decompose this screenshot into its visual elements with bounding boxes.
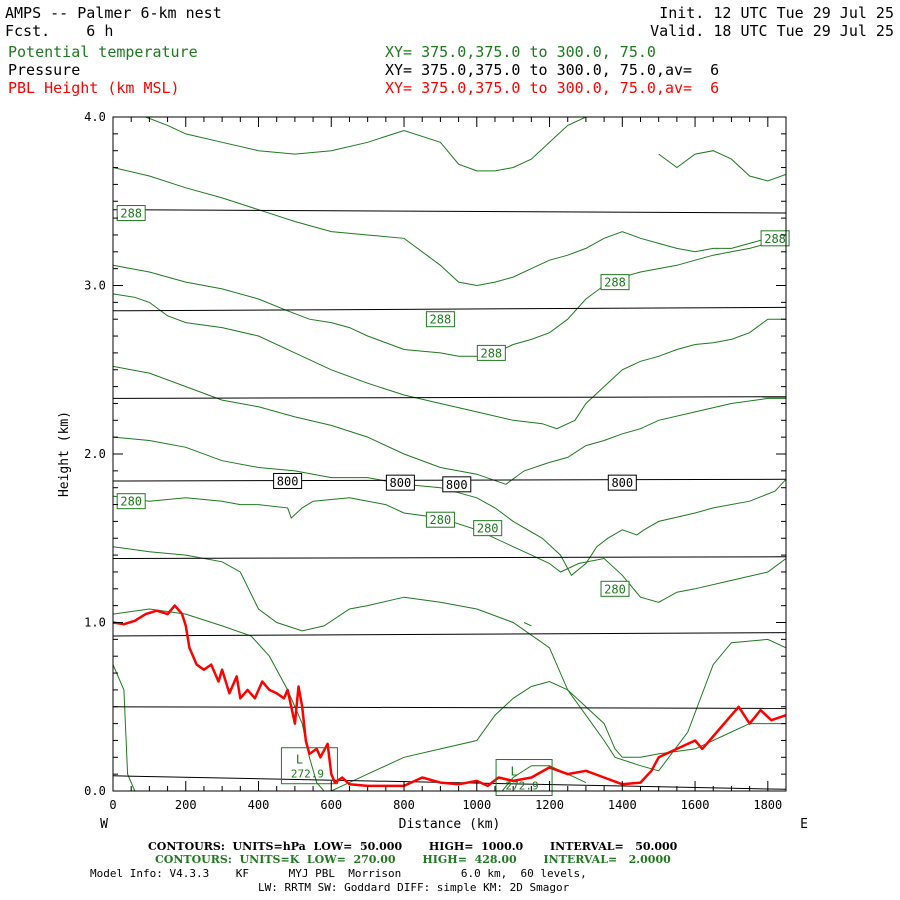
contour-labels: 288 288 288 288 288 280 280 280 280 800 800 800 800 L… (116, 205, 790, 797)
pressure-contours (113, 209, 786, 790)
pressure-contour-5 (113, 396, 786, 399)
theta-contours (113, 117, 786, 791)
footer-model-info: Model Info: V4.3.3 KF MYJ PBL Morrison 6… (90, 867, 587, 880)
field-pbl-xy: XY= 375.0,375.0 to 300.0, 75.0,av= 6 (385, 79, 720, 97)
theta-contour-11 (523, 622, 532, 627)
pressure-contour-1 (113, 706, 786, 709)
theta-label-box (600, 274, 630, 291)
x-tick-label: 400 (248, 798, 270, 812)
field-theta-name: Potential temperature (8, 43, 198, 61)
theta-contour-8 (113, 167, 786, 287)
low-label: L (296, 753, 303, 767)
west-label: W (100, 817, 108, 832)
theta-label: 288 (604, 276, 626, 290)
theta-label-box (600, 580, 630, 597)
theta-label-box (425, 511, 455, 528)
valid-time: Valid. 18 UTC Tue 29 Jul 25 (650, 22, 894, 40)
x-tick-label: 1600 (681, 798, 710, 812)
x-tick-label: 1400 (608, 798, 637, 812)
x-tick-label: 1000 (462, 798, 491, 812)
theta-label-box (476, 344, 506, 361)
theta-contour-9 (145, 117, 587, 172)
theta-contour-2 (113, 546, 786, 772)
axis-ticks: 0 200 400 600 800 1000 1200 1400 1600 1800 0.0 1.0 2… (84, 110, 787, 812)
theta-label: 280 (120, 495, 142, 509)
pressure-label-box (607, 474, 637, 491)
theta-contour-0 (113, 664, 136, 791)
theta-label: 280 (477, 522, 499, 536)
pbl-height-series (113, 604, 786, 788)
theta-contour-4 (113, 436, 786, 577)
low-label-value: 272.9 (506, 780, 539, 793)
field-pbl-name: PBL Height (km MSL) (8, 79, 180, 97)
x-tick-label: 200 (175, 798, 197, 812)
low-label-box (280, 747, 338, 785)
pressure-label-box (442, 476, 472, 493)
theta-label-box (116, 205, 146, 222)
y-tick-label: 0.0 (84, 784, 106, 798)
footer-pressure-contours: CONTOURS: UNITS=hPa LOW= 50.000 HIGH= 10… (148, 840, 678, 853)
pressure-label: 800 (611, 476, 633, 490)
pbl-height-line (113, 604, 786, 788)
theta-label: 288 (480, 346, 502, 360)
y-axis-label: Height (km) (57, 411, 72, 497)
init-time: Init. 12 UTC Tue 29 Jul 25 (659, 4, 894, 22)
field-pressure-xy: XY= 375.0,375.0 to 300.0, 75.0,av= 6 (385, 61, 720, 79)
pressure-label-box (273, 472, 303, 489)
fcst-label: Fcst. (5, 22, 51, 40)
low-label: L (510, 765, 517, 779)
x-tick-label: 0 (109, 798, 116, 812)
low-label-value: 272.9 (291, 768, 324, 781)
low-label-box (495, 759, 553, 797)
field-theta-xy: XY= 375.0,375.0 to 300.0, 75.0 (385, 43, 656, 61)
y-tick-label: 4.0 (84, 110, 106, 124)
theta-label-box (473, 520, 503, 537)
pressure-label-box (385, 474, 415, 491)
y-tick-label: 1.0 (84, 616, 106, 630)
theta-label: 288 (764, 232, 786, 246)
theta-contour-12 (331, 680, 786, 791)
theta-contour-1 (113, 608, 325, 791)
theta-contour-7 (113, 239, 786, 357)
theta-label-box (116, 493, 146, 510)
theta-label: 288 (120, 207, 142, 221)
field-pressure-name: Pressure (8, 61, 81, 79)
x-tick-label: 800 (393, 798, 415, 812)
fcst-value: 6 h (86, 22, 114, 40)
theta-contour-5 (113, 365, 786, 485)
footer-physics-info: LW: RRTM SW: Goddard DIFF: simple KM: 2D… (258, 881, 570, 894)
footer-theta-contours: CONTOURS: UNITS=K LOW= 270.00 HIGH= 428.… (155, 853, 671, 866)
x-tick-label: 1800 (753, 798, 782, 812)
pressure-contour-2 (113, 632, 786, 637)
pressure-contour-3 (113, 556, 786, 559)
theta-contour-6 (113, 293, 786, 430)
theta-label-box (425, 311, 455, 328)
pressure-contour-6 (113, 306, 786, 312)
east-label: E (800, 817, 808, 832)
y-tick-label: 3.0 (84, 279, 106, 293)
y-tick-label: 2.0 (84, 447, 106, 461)
theta-label: 280 (430, 513, 452, 527)
plot-frame (112, 116, 787, 792)
chart-title: AMPS -- Palmer 6-km nest (5, 4, 222, 22)
forecast-label: Fcst. 6 h (5, 22, 113, 40)
theta-label: 288 (430, 313, 452, 327)
pressure-label: 800 (390, 476, 412, 490)
x-axis-label: Distance (km) (399, 817, 501, 832)
pressure-label: 800 (446, 478, 468, 492)
x-tick-label: 600 (320, 798, 342, 812)
theta-label: 280 (604, 582, 626, 596)
pressure-label: 800 (277, 474, 299, 488)
pressure-contour-7 (113, 209, 786, 214)
x-tick-label: 1200 (535, 798, 564, 812)
theta-contour-10 (658, 150, 786, 182)
